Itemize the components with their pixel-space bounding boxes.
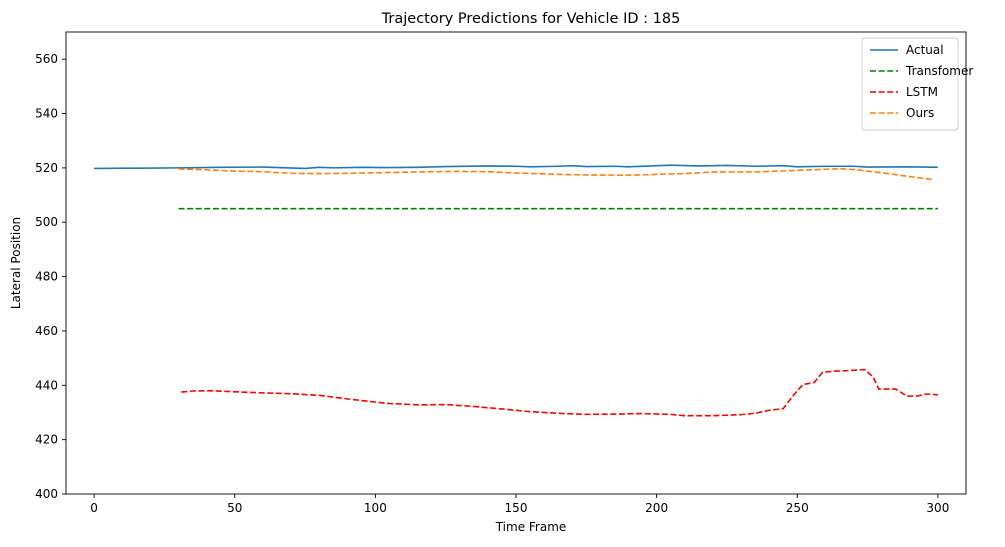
series-line-actual <box>94 164 938 170</box>
legend: Actual Transfomer LSTM Ours <box>861 37 973 131</box>
x-tick-label: 200 <box>645 501 668 515</box>
series-line-ours <box>178 167 933 181</box>
plot-area <box>66 32 966 494</box>
legend-label-actual: Actual <box>906 43 944 57</box>
axes-layer: 0 50 100 150 200 250 300 400 420 440 460 480 500 520 5… <box>35 31 967 515</box>
chart-title: Trajectory Predictions for Vehicle ID : … <box>381 11 681 27</box>
legend-box <box>861 37 959 131</box>
x-tick-label: 150 <box>505 501 528 515</box>
y-tick-label: 520 <box>35 161 58 175</box>
y-tick-label: 500 <box>35 215 58 229</box>
x-tick-label: 0 <box>90 501 98 515</box>
legend-label-ours: Ours <box>906 106 934 120</box>
series-line-lstm <box>181 368 938 417</box>
legend-label-lstm: LSTM <box>906 85 938 99</box>
x-tick-label: 100 <box>364 501 387 515</box>
y-tick-label: 400 <box>35 487 58 501</box>
legend-label-transfomer: Transfomer <box>905 64 973 78</box>
x-tick-label: 300 <box>926 501 949 515</box>
y-tick-label: 560 <box>35 52 58 66</box>
x-tick-label: 50 <box>227 501 242 515</box>
x-tick-label: 250 <box>786 501 809 515</box>
y-tick-label: 440 <box>35 378 58 392</box>
series-layer <box>94 164 938 417</box>
x-axis-title: Time Frame <box>495 520 567 534</box>
y-tick-label: 480 <box>35 270 58 284</box>
y-tick-label: 540 <box>35 107 58 121</box>
y-tick-label: 460 <box>35 324 58 338</box>
y-axis-title: Lateral Position <box>9 217 23 309</box>
y-tick-label: 420 <box>35 433 58 447</box>
